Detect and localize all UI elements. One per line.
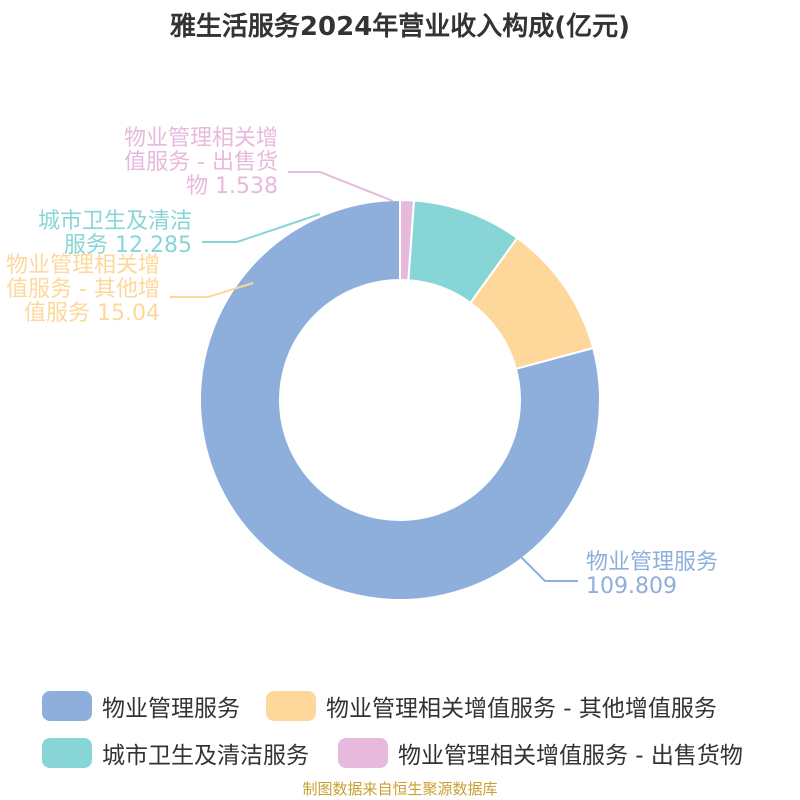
legend-item-goods-sales[interactable]: 物业管理相关增值服务 - 出售货物: [338, 737, 743, 769]
leader-line: [170, 282, 254, 298]
legend-item-sanitation[interactable]: 城市卫生及清洁服务: [42, 737, 309, 769]
legend-item-property-management[interactable]: 物业管理服务: [42, 690, 240, 722]
legend-item-other-value-added[interactable]: 物业管理相关增值服务 - 其他增值服务: [266, 690, 717, 722]
legend-swatch: [338, 738, 388, 768]
donut-slices: [199, 198, 601, 601]
leader-lines: [170, 171, 578, 582]
slice-label: 物业管理相关增值服务 - 出售货物 1.538: [124, 126, 278, 199]
slice-labels: 物业管理服务 109.809 物业管理相关增值服务 - 其他增值服务 15.04城市…: [6, 126, 718, 599]
legend-swatch: [42, 738, 92, 768]
donut-slice[interactable]: [399, 198, 415, 282]
source-note: 制图数据来自恒生聚源数据库: [302, 780, 498, 798]
leader-line: [288, 171, 394, 202]
slice-label: 城市卫生及清洁服务 12.285: [38, 209, 192, 258]
legend-label: 物业管理服务: [102, 696, 240, 722]
legend-label: 城市卫生及清洁服务: [102, 743, 309, 769]
legend-label: 物业管理相关增值服务 - 出售货物: [398, 743, 743, 769]
slice-label: 物业管理相关增值服务 - 其他增值服务 15.04: [6, 253, 160, 326]
chart-title: 雅生活服务2024年营业收入构成(亿元): [169, 12, 631, 42]
slice-label: 物业管理服务 109.809: [586, 550, 718, 599]
legend-label: 物业管理相关增值服务 - 其他增值服务: [326, 696, 717, 722]
leader-line: [202, 213, 321, 243]
leader-line: [519, 555, 578, 582]
legend-swatch: [266, 691, 316, 721]
legend-swatch: [42, 691, 92, 721]
donut-slice[interactable]: [199, 198, 601, 601]
